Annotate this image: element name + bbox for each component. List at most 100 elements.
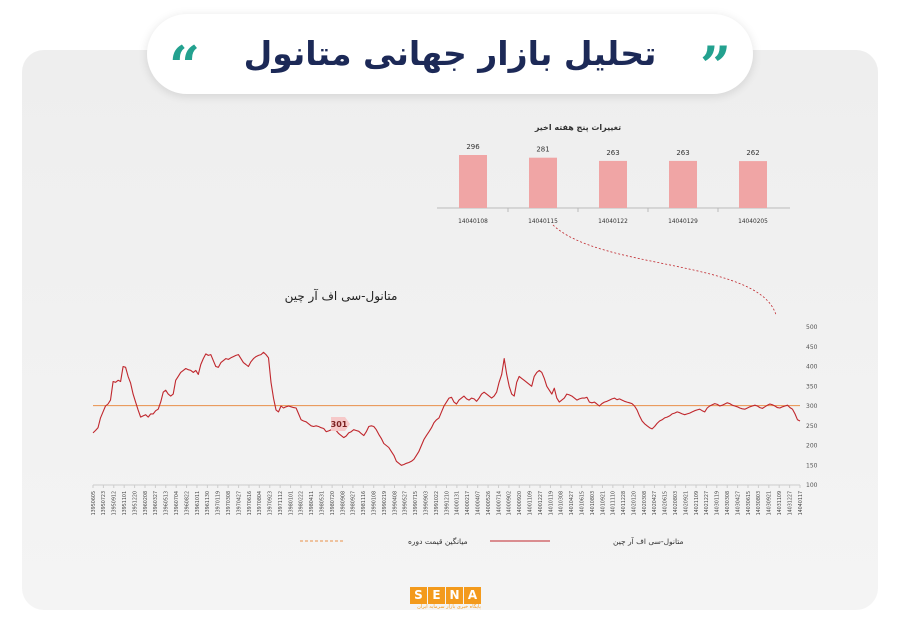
- x-tick-label: 14010308: [559, 491, 565, 515]
- x-tick-label: 13951220: [132, 491, 138, 515]
- y-tick-label: 400: [806, 364, 818, 371]
- x-tick-label: 13990527: [403, 491, 409, 515]
- x-tick-label: 14031227: [787, 491, 793, 515]
- x-tick-label: 14000902: [507, 491, 513, 515]
- quote-right-icon: ”: [699, 34, 731, 98]
- logo-letter: N: [446, 587, 463, 604]
- x-tick-label: 13990219: [382, 491, 388, 515]
- x-tick-label: 14021109: [694, 491, 700, 515]
- bar-value-label: 263: [676, 149, 689, 157]
- x-tick-label: 13970923: [268, 491, 274, 515]
- bar: [529, 157, 557, 208]
- bar: [669, 160, 697, 208]
- x-tick-label: 14000920: [517, 491, 523, 515]
- annotation-label: 301: [331, 420, 348, 429]
- x-tick-label: 13991210: [444, 491, 450, 515]
- x-tick-label: 13950605: [91, 491, 97, 515]
- x-tick-label: 13950723: [101, 491, 107, 515]
- bar-category-label: 14040108: [458, 217, 488, 225]
- x-tick-label: 13980927: [351, 491, 357, 515]
- x-tick-label: 13960208: [143, 491, 149, 515]
- quote-left-icon: “: [169, 34, 201, 98]
- y-tick-label: 350: [806, 383, 818, 390]
- x-tick-label: 14010921: [600, 491, 606, 515]
- y-tick-label: 200: [806, 443, 818, 450]
- line-chart-title: متانول-سی اف آر چین: [285, 288, 398, 304]
- x-tick-label: 13960513: [164, 491, 170, 515]
- bar-value-label: 262: [746, 149, 759, 157]
- bar-value-label: 263: [606, 149, 619, 157]
- bar-category-label: 14040205: [738, 217, 768, 225]
- page-title: تحلیل بازار جهانی متانول: [243, 34, 657, 73]
- x-tick-label: 13990408: [392, 491, 398, 515]
- x-tick-label: 14001227: [538, 491, 544, 515]
- bar-value-label: 281: [536, 146, 549, 154]
- x-tick-label: 14000714: [496, 491, 502, 515]
- logo-letter: A: [464, 587, 481, 604]
- legend-series-label: متانول-سی اف آر چین: [613, 536, 684, 546]
- x-tick-label: 14010803: [590, 491, 596, 515]
- x-tick-label: 14030615: [746, 491, 752, 515]
- logo-letter: E: [428, 587, 445, 604]
- y-tick-label: 450: [806, 344, 818, 351]
- x-tick-label: 14000217: [465, 491, 471, 515]
- x-tick-label: 14020615: [663, 491, 669, 515]
- series-line: [92, 351, 801, 466]
- x-tick-label: 13980411: [309, 491, 315, 515]
- x-tick-label: 13960327: [153, 491, 159, 515]
- x-tick-label: 13970119: [216, 491, 222, 515]
- bar-category-label: 14040129: [668, 217, 698, 225]
- x-tick-label: 13960704: [174, 491, 180, 515]
- x-tick-label: 13961011: [195, 491, 201, 515]
- logo-tagline: پایگاه خبری بازار سرمایه ایران: [417, 604, 481, 610]
- x-tick-label: 13990715: [413, 491, 419, 515]
- annotation-marker: [331, 417, 350, 431]
- legend-avg-label: میانگین قیمت دوره: [408, 537, 468, 546]
- x-tick-label: 13980720: [330, 491, 336, 515]
- x-tick-label: 13960822: [184, 491, 190, 515]
- x-tick-label: 14020921: [683, 491, 689, 515]
- x-tick-label: 14010615: [579, 491, 585, 515]
- y-tick-label: 500: [806, 324, 818, 331]
- x-tick-label: 13950912: [112, 491, 118, 515]
- x-tick-label: 13971112: [278, 491, 284, 515]
- x-tick-label: 14011110: [611, 491, 617, 515]
- x-tick-label: 13980531: [320, 491, 326, 515]
- x-tick-label: 13991022: [434, 491, 440, 515]
- x-tick-label: 13990903: [424, 491, 430, 515]
- x-tick-label: 13961130: [205, 491, 211, 515]
- x-tick-label: 14010119: [548, 491, 554, 515]
- x-tick-label: 14020803: [673, 491, 679, 515]
- x-tick-label: 14030308: [725, 491, 731, 515]
- x-tick-label: 14001109: [527, 491, 533, 515]
- y-tick-label: 150: [806, 462, 818, 469]
- bar: [599, 160, 627, 208]
- bar-chart-title: تغییرات پنج هفته اخیر: [534, 123, 621, 132]
- x-tick-label: 14030921: [767, 491, 773, 515]
- x-tick-label: 14010427: [569, 491, 575, 515]
- x-tick-label: 14030427: [735, 491, 741, 515]
- y-tick-label: 300: [806, 403, 818, 410]
- x-tick-label: 14021227: [704, 491, 710, 515]
- x-tick-label: 13980222: [299, 491, 305, 515]
- connector-curve: [552, 224, 777, 316]
- x-tick-label: 13980101: [288, 491, 294, 515]
- bar: [459, 155, 487, 208]
- y-tick-label: 100: [806, 482, 818, 489]
- y-tick-label: 250: [806, 423, 818, 430]
- x-tick-label: 14000526: [486, 491, 492, 515]
- x-tick-label: 14000407: [475, 491, 481, 515]
- x-tick-label: 13970427: [236, 491, 242, 515]
- x-tick-label: 13951101: [122, 491, 128, 515]
- x-tick-label: 14020427: [652, 491, 658, 515]
- x-tick-label: 13981116: [361, 491, 367, 515]
- chart-card: [22, 50, 878, 610]
- x-tick-label: 13970804: [257, 491, 263, 515]
- x-tick-label: 14030803: [756, 491, 762, 515]
- x-tick-label: 14031109: [777, 491, 783, 515]
- bar-value-label: 296: [466, 143, 480, 151]
- x-tick-label: 14000131: [455, 491, 461, 515]
- x-tick-label: 13980908: [340, 491, 346, 515]
